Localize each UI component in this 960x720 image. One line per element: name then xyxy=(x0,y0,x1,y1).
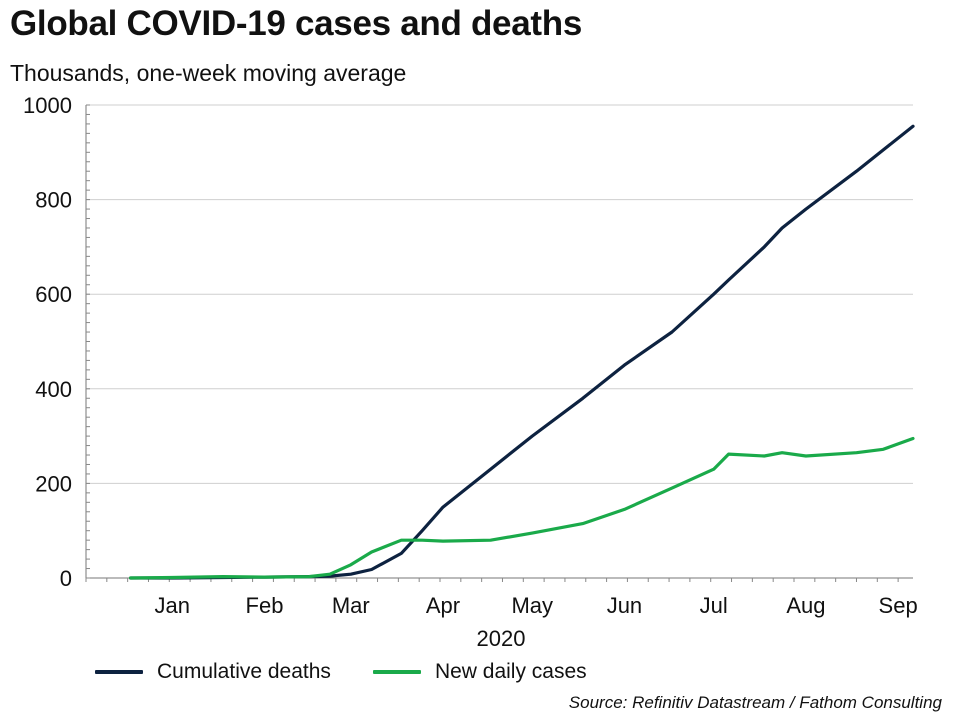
legend: Cumulative deaths New daily cases xyxy=(95,660,629,684)
x-tick-label: Mar xyxy=(332,593,370,618)
legend-label-deaths: Cumulative deaths xyxy=(157,660,331,683)
x-tick-label: May xyxy=(511,593,553,618)
y-tick-label: 600 xyxy=(35,282,72,307)
y-tick-label: 400 xyxy=(35,377,72,402)
x-axis: Jan Feb Mar Apr May Jun Jul Aug Sep xyxy=(85,104,918,618)
x-tick-label: Aug xyxy=(786,593,825,618)
legend-item-deaths: Cumulative deaths xyxy=(95,660,331,684)
x-tick-label: Sep xyxy=(879,593,918,618)
legend-label-cases: New daily cases xyxy=(434,660,587,683)
source-note: Source: Refinitiv Datastream / Fathom Co… xyxy=(568,693,942,712)
chart-title: Global COVID-19 cases and deaths xyxy=(10,4,582,43)
y-tick-label: 200 xyxy=(35,471,72,496)
gridlines xyxy=(86,104,913,484)
series-line-cases xyxy=(129,436,915,580)
x-tick-label: Apr xyxy=(426,593,460,618)
x-tick-label: Jan xyxy=(155,593,190,618)
legend-swatch-cases xyxy=(372,670,421,674)
x-tick-label: Feb xyxy=(246,593,284,618)
x-tick-label: Jul xyxy=(700,593,728,618)
y-tick-label: 0 xyxy=(60,566,72,591)
legend-item-cases: New daily cases xyxy=(372,660,587,684)
series-line-deaths xyxy=(129,124,915,580)
y-tick-label: 800 xyxy=(35,188,72,213)
chart-subtitle: Thousands, one-week moving average xyxy=(10,60,407,86)
x-tick-label: Jun xyxy=(607,593,642,618)
series-lines xyxy=(129,124,915,580)
legend-swatch-deaths xyxy=(95,670,143,674)
y-tick-label: 1000 xyxy=(23,93,72,118)
y-axis-ticks: 0 200 400 600 800 1000 xyxy=(23,93,72,591)
x-axis-label: 2020 xyxy=(477,626,526,651)
